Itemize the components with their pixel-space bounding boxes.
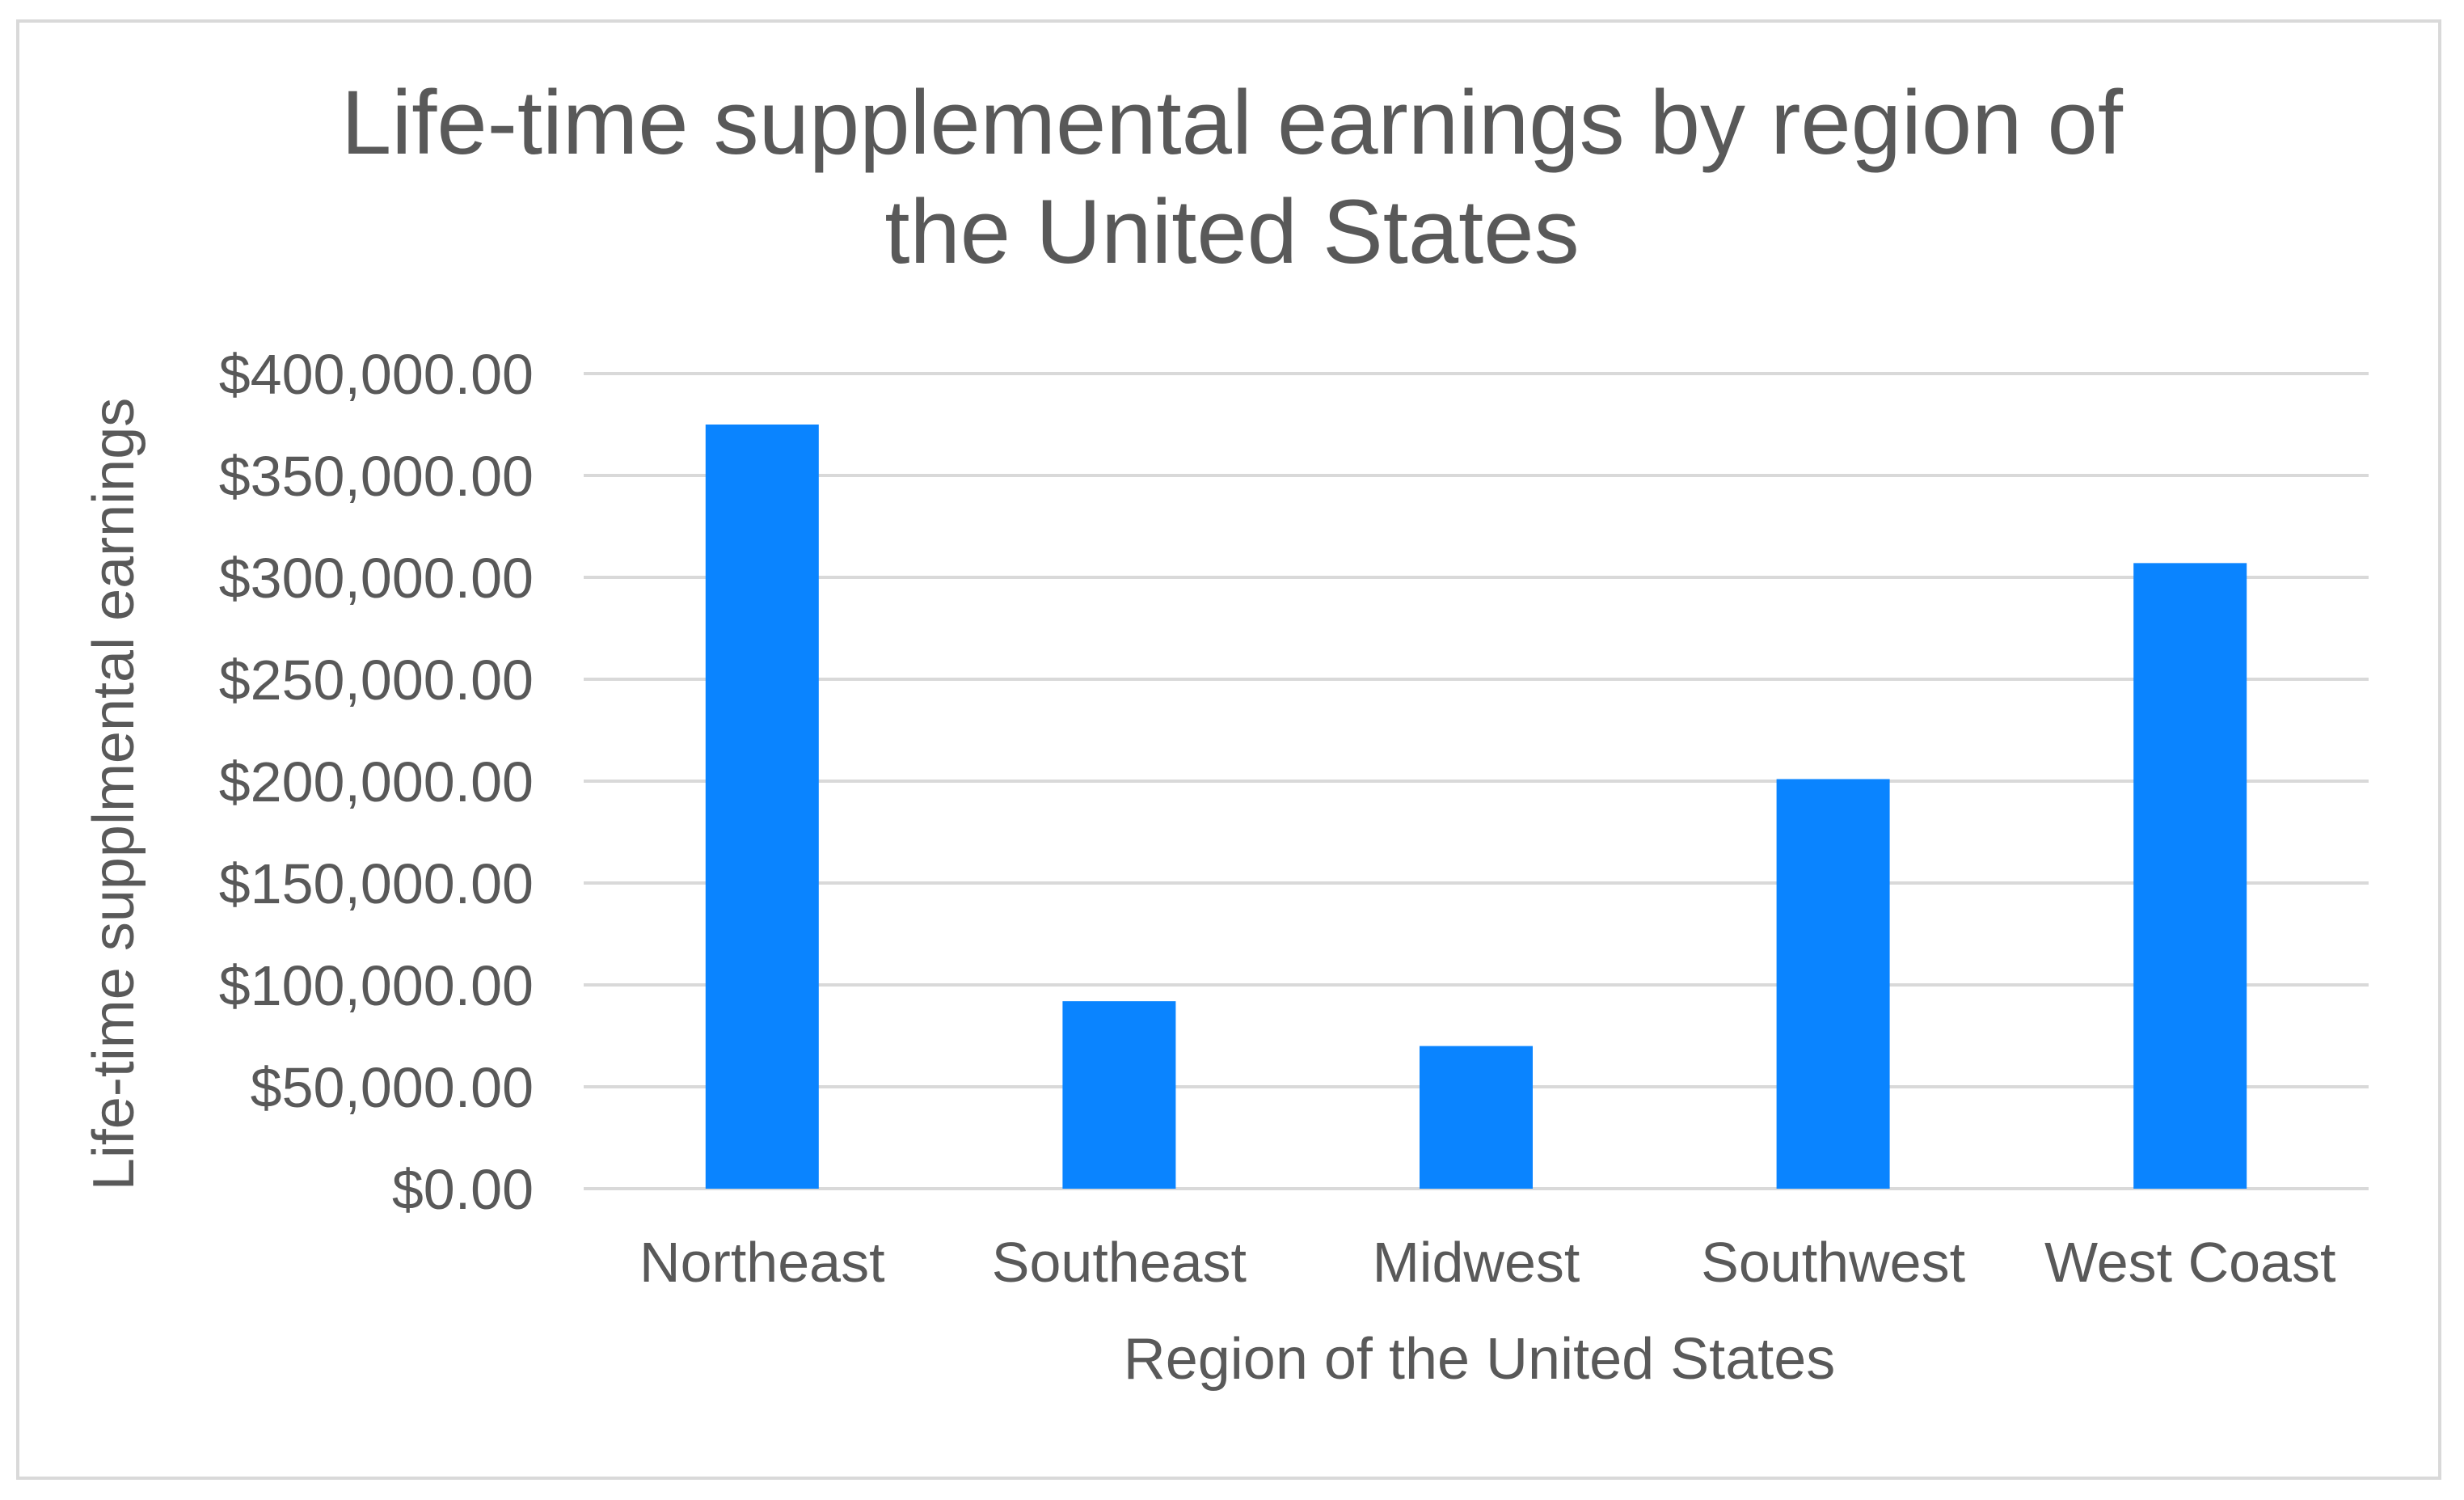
bar-southwest [1776,779,1890,1189]
y-tick-label: $150,000.00 [219,852,534,915]
chart-title-line-2: the United States [884,181,1579,282]
y-axis-tick-labels: $0.00 $50,000.00 $100,000.00 $150,000.00 $20… [219,343,534,1221]
x-tick-label: West Coast [2044,1231,2336,1294]
x-tick-label: Midwest [1373,1231,1580,1294]
y-tick-label: $200,000.00 [219,750,534,813]
chart-frame [16,19,2441,1480]
bar-southeast [1062,1001,1176,1189]
bars [705,425,2247,1189]
y-tick-label: $100,000.00 [219,954,534,1017]
bar-west-coast [2133,563,2247,1189]
chart-title-line-1: Life-time supplemental earnings by regio… [341,72,2124,173]
x-tick-label: Northeast [639,1231,884,1294]
y-tick-label: $300,000.00 [219,547,534,610]
y-tick-label: $350,000.00 [219,445,534,508]
x-tick-label: Southwest [1701,1231,1965,1294]
y-tick-label: $0.00 [392,1158,534,1221]
bar-northeast [705,425,819,1189]
y-axis-title: Life-time supplmental earnings [82,398,146,1191]
bar-midwest [1420,1046,1533,1189]
x-axis-tick-labels: Northeast Southeast Midwest Southwest West C… [639,1231,2335,1294]
x-axis-title: Region of the United States [1124,1327,1836,1392]
gridlines [584,372,2369,1190]
y-tick-label: $250,000.00 [219,649,534,712]
y-tick-label: $50,000.00 [251,1056,534,1119]
y-tick-label: $400,000.00 [219,343,534,406]
x-tick-label: Southeast [992,1231,1247,1294]
